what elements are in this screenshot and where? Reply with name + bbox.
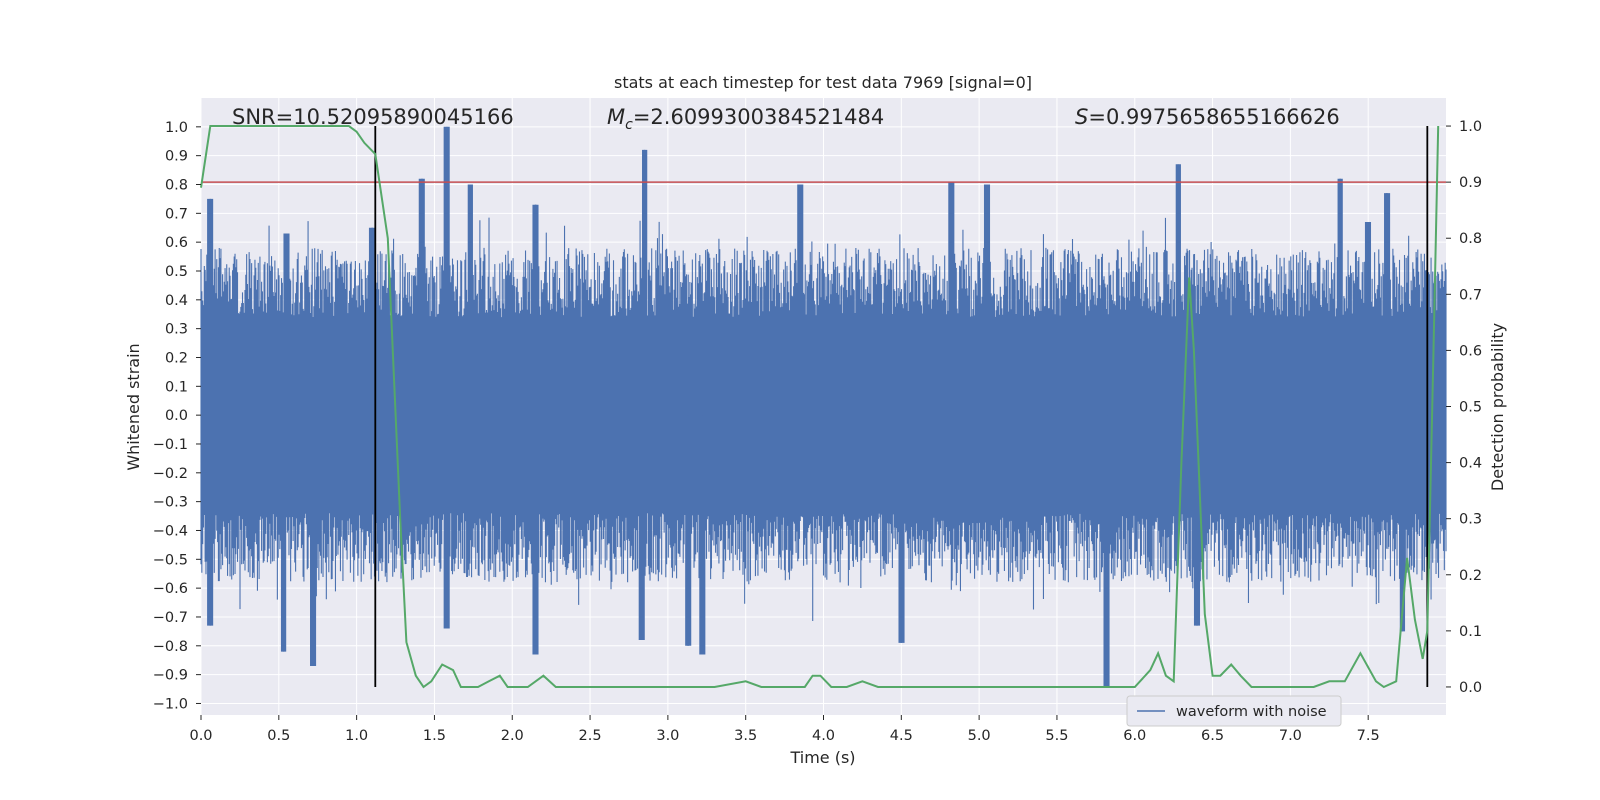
x-tick-label: 0.0 <box>189 728 212 744</box>
chart-title: stats at each timestep for test data 796… <box>614 73 1032 92</box>
right-y-tick-label: 0.0 <box>1459 680 1482 696</box>
x-tick-label: 0.5 <box>267 728 290 744</box>
right-y-tick-label: 0.6 <box>1459 343 1482 359</box>
mc-annotation: Mc=2.6099300384521484 <box>607 105 884 133</box>
y-tick-label: 0.2 <box>165 350 188 366</box>
x-tick-label: 5.5 <box>1045 728 1068 744</box>
y-tick-label: −0.9 <box>153 668 188 684</box>
x-tick-labels: 0.0 0.5 1.0 1.5 2.0 2.5 3.0 3.5 4.0 4.5 5.0 5.5 6.0 6… <box>189 715 1380 744</box>
x-tick-label: 1.5 <box>423 728 446 744</box>
right-y-tick-labels: 1.0 0.9 0.8 0.7 0.6 0.5 0.4 0.3 0.2 0.1 0.0 <box>1446 119 1482 696</box>
y-axis-label: Whitened strain <box>124 343 143 470</box>
right-y-tick-label: 0.2 <box>1459 568 1482 584</box>
right-y-axis-label: Detection probability <box>1488 323 1507 491</box>
y-tick-label: −0.8 <box>153 639 188 655</box>
right-y-tick-label: 0.7 <box>1459 287 1482 303</box>
right-y-tick-label: 1.0 <box>1459 119 1482 135</box>
y-tick-label: −0.4 <box>153 523 188 539</box>
probability-line <box>200 125 1440 689</box>
right-y-tick-label: 0.9 <box>1459 175 1482 191</box>
legend-label: waveform with noise <box>1176 704 1327 720</box>
waveform-series <box>200 126 1447 687</box>
waveform-trace <box>200 126 1447 687</box>
x-tick-label: 1.0 <box>345 728 368 744</box>
x-tick-label: 6.5 <box>1201 728 1224 744</box>
y-tick-label: −0.2 <box>153 466 188 482</box>
right-y-tick-label: 0.8 <box>1459 231 1482 247</box>
right-y-tick-label: 0.3 <box>1459 512 1482 528</box>
y-tick-label: 0.3 <box>165 322 188 338</box>
y-tick-label: −0.1 <box>153 437 188 453</box>
y-tick-label: −0.7 <box>153 610 188 626</box>
y-tick-label: 1.0 <box>165 120 188 136</box>
right-y-tick-label: 0.1 <box>1459 624 1482 640</box>
right-y-tick-label: 0.4 <box>1459 456 1482 472</box>
y-tick-label: 0.6 <box>165 235 188 251</box>
s-annotation: S=0.9975658655166626 <box>1075 105 1340 129</box>
y-tick-label: 0.5 <box>165 264 188 280</box>
x-tick-label: 3.0 <box>656 728 679 744</box>
x-tick-label: 2.5 <box>579 728 602 744</box>
snr-annotation: SNR=10.52095890045166 <box>232 105 514 129</box>
y-tick-label: 0.7 <box>165 206 188 222</box>
x-tick-label: 4.0 <box>812 728 835 744</box>
y-tick-label: 0.8 <box>165 177 188 193</box>
x-tick-label: 3.5 <box>734 728 757 744</box>
y-tick-label: −0.3 <box>153 495 188 511</box>
legend-box <box>1126 695 1342 727</box>
legend: waveform with noise <box>1126 695 1342 727</box>
y-tick-label: −0.5 <box>153 552 188 568</box>
y-tick-labels: 1.0 0.9 0.8 0.7 0.6 0.5 0.4 0.3 0.2 0.1 0.0 −0.1 −0.… <box>153 120 201 712</box>
right-y-tick-label: 0.5 <box>1459 400 1482 416</box>
x-tick-label: 5.0 <box>968 728 991 744</box>
x-axis-label: Time (s) <box>789 748 855 767</box>
x-tick-label: 2.0 <box>501 728 524 744</box>
y-tick-label: 0.4 <box>165 293 188 309</box>
y-tick-label: 0.9 <box>165 149 188 165</box>
y-tick-label: −1.0 <box>153 696 188 712</box>
x-tick-label: 7.5 <box>1357 728 1380 744</box>
x-tick-label: 7.0 <box>1279 728 1302 744</box>
y-tick-label: −0.6 <box>153 581 188 597</box>
x-tick-label: 4.5 <box>890 728 913 744</box>
y-tick-label: 0.0 <box>165 408 188 424</box>
x-tick-label: 6.0 <box>1123 728 1146 744</box>
y-tick-label: 0.1 <box>165 379 188 395</box>
